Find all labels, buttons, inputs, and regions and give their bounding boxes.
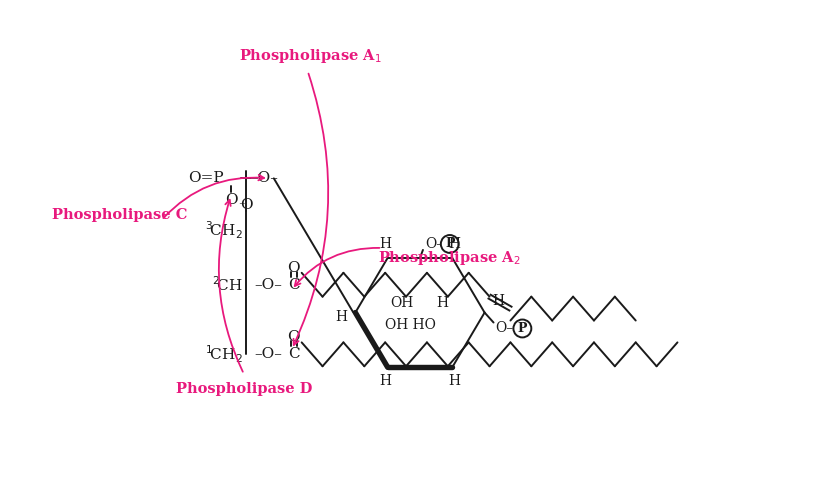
Text: H: H	[492, 293, 505, 308]
Text: H: H	[448, 374, 461, 388]
Text: O: O	[287, 330, 300, 345]
Text: P: P	[518, 322, 527, 335]
Text: –O–: –O–	[250, 171, 278, 185]
Text: H: H	[448, 237, 461, 251]
Text: $^3\!$CH$_2$: $^3\!$CH$_2$	[205, 219, 243, 241]
Text: Phospholipase A$_1$: Phospholipase A$_1$	[239, 47, 382, 65]
Text: $^2\!$CH: $^2\!$CH	[212, 275, 243, 294]
Text: $^1\!$CH$_2$: $^1\!$CH$_2$	[205, 344, 243, 365]
Text: ⁻: ⁻	[238, 200, 245, 213]
Text: O: O	[240, 198, 252, 212]
Text: O: O	[225, 193, 237, 207]
Text: –O–: –O–	[254, 278, 282, 292]
Text: OH: OH	[390, 295, 413, 310]
Text: H: H	[379, 374, 392, 388]
Text: O=P: O=P	[188, 171, 224, 185]
Text: –O–: –O–	[254, 348, 282, 361]
Circle shape	[441, 235, 459, 253]
Text: P: P	[445, 238, 455, 250]
Text: C: C	[288, 348, 300, 361]
Text: H: H	[379, 237, 392, 251]
Text: C: C	[288, 278, 300, 292]
Text: H: H	[335, 310, 348, 324]
Text: Phospholipase C: Phospholipase C	[52, 208, 188, 222]
Text: Phospholipase D: Phospholipase D	[176, 382, 312, 396]
Text: O–: O–	[496, 322, 514, 336]
Text: O–: O–	[425, 237, 443, 251]
Circle shape	[514, 319, 531, 337]
Text: H: H	[436, 295, 448, 310]
Text: Phospholipase A$_2$: Phospholipase A$_2$	[378, 249, 520, 267]
Text: O: O	[287, 261, 300, 275]
Text: OH HO: OH HO	[384, 317, 436, 332]
